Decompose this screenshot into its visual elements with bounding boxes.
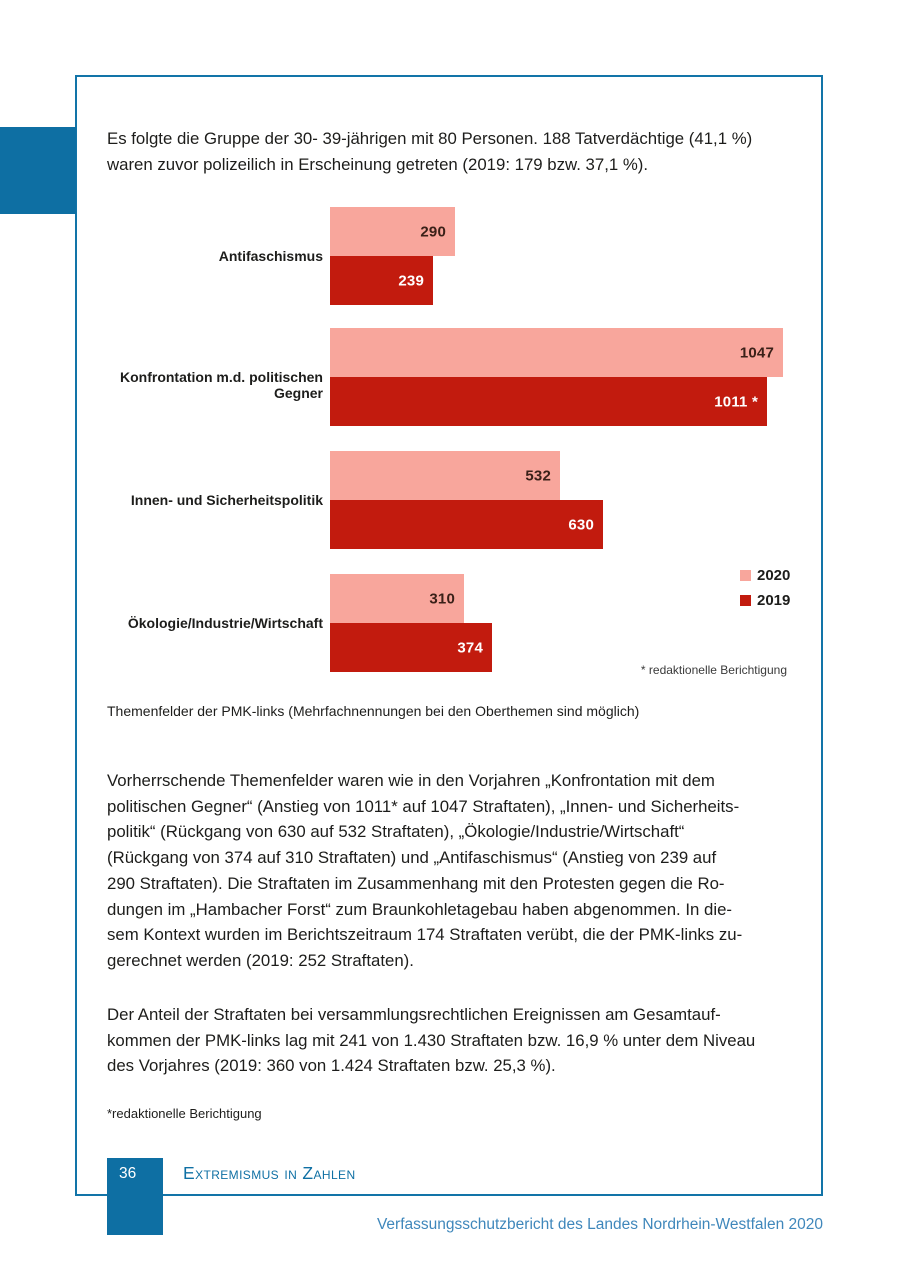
- chart-legend: 2020 2019: [740, 567, 790, 617]
- value-label: 239: [398, 272, 424, 289]
- bar-2020-3: 532: [330, 451, 560, 500]
- chart-footnote: * redaktionelle Berichtigung: [640, 663, 787, 677]
- value-label: 310: [429, 590, 455, 607]
- body-paragraph-1: Vorherrschende Themenfelder waren wie in…: [107, 771, 743, 970]
- bar-2020-2: 1047: [330, 328, 783, 377]
- chart-group: Ökologie/Industrie/Wirtschaft 310 374: [107, 574, 787, 672]
- page-number: 36: [119, 1165, 137, 1182]
- value-label: 532: [525, 467, 551, 484]
- bar-2019-2: 1011 *: [330, 377, 767, 426]
- chart-group: Konfrontation m.d. politischen Gegner 104…: [107, 328, 787, 426]
- chart-group: Antifaschismus 290 239: [107, 207, 787, 305]
- legend-label: 2019: [757, 592, 791, 609]
- report-title: Verfassungsschutzbericht des Landes Nord…: [376, 1216, 823, 1233]
- bar-2020-1: 290: [330, 207, 455, 256]
- chart-group: Innen- und Sicherheitspolitik 532 630: [107, 451, 787, 549]
- page-footnote: *redaktionelle Berichtigung: [107, 1106, 262, 1121]
- bar-2020-4: 310: [330, 574, 464, 623]
- category-label: Innen- und Sicherheitspolitik: [130, 492, 323, 508]
- page-border: [75, 75, 823, 1196]
- value-label: 1047: [739, 344, 774, 361]
- category-label: Antifaschismus: [218, 248, 323, 264]
- category-label: Ökologie/Industrie/Wirtschaft: [127, 615, 323, 631]
- chapter-side-tab: [0, 127, 76, 214]
- legend-swatch: [740, 595, 751, 606]
- running-section-header: Extremismus in Zahlen: [183, 1163, 356, 1183]
- page-number-box: 36: [107, 1158, 163, 1235]
- category-label: Konfrontation m.d. politischen Gegner: [120, 369, 323, 401]
- bar-2019-3: 630: [330, 500, 603, 549]
- value-label: 290: [420, 223, 446, 240]
- bar-chart: 2020 2019 * redaktionelle Berichtigung An…: [107, 207, 790, 682]
- bar-2019-4: 374: [330, 623, 492, 672]
- legend-swatch: [740, 570, 751, 581]
- body-paragraph-2: Der Anteil der Straftaten bei versammlun…: [107, 1005, 756, 1076]
- legend-label: 2020: [757, 567, 791, 584]
- value-label: 630: [568, 516, 594, 533]
- intro-paragraph: Es folgte die Gruppe der 30- 39-jährigen…: [107, 129, 753, 174]
- value-label: 374: [457, 639, 483, 656]
- legend-entry-2019: 2019: [740, 592, 790, 609]
- chart-caption: Themenfelder der PMK-links (Mehrfachnenn…: [107, 703, 640, 719]
- bar-2019-1: 239: [330, 256, 433, 305]
- value-label: 1011 *: [714, 393, 758, 410]
- legend-entry-2020: 2020: [740, 567, 790, 584]
